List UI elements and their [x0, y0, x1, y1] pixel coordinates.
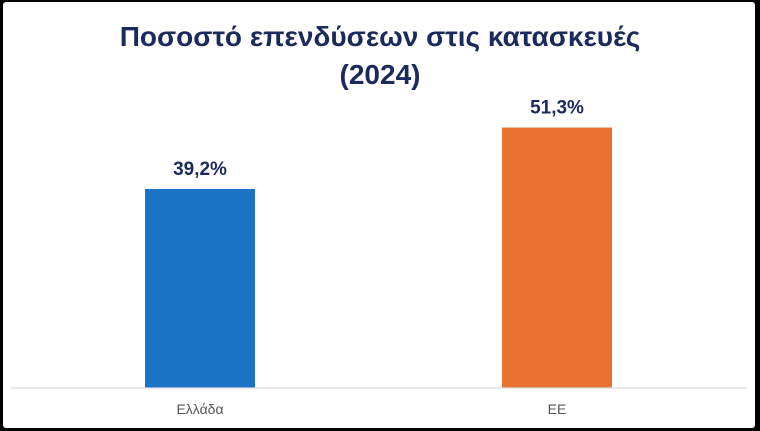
- category-label-1: ΕΕ: [548, 401, 567, 417]
- chart-canvas: Ποσοστό επενδύσεων στις κατασκευές (2024…: [11, 21, 747, 417]
- chart-subtitle: (2024): [340, 59, 421, 90]
- data-label-1: 51,3%: [530, 98, 584, 119]
- data-label-0: 39,2%: [173, 159, 227, 180]
- bar-0: [145, 188, 255, 388]
- chart-frame: Ποσοστό επενδύσεων στις κατασκευές (2024…: [3, 2, 755, 428]
- category-label-0: Ελλάδα: [176, 401, 223, 417]
- bar-1: [502, 127, 612, 389]
- chart-title: Ποσοστό επενδύσεων στις κατασκευές: [120, 21, 641, 52]
- plot-area: 39,2% Ελλάδα 51,3% ΕΕ: [145, 98, 612, 417]
